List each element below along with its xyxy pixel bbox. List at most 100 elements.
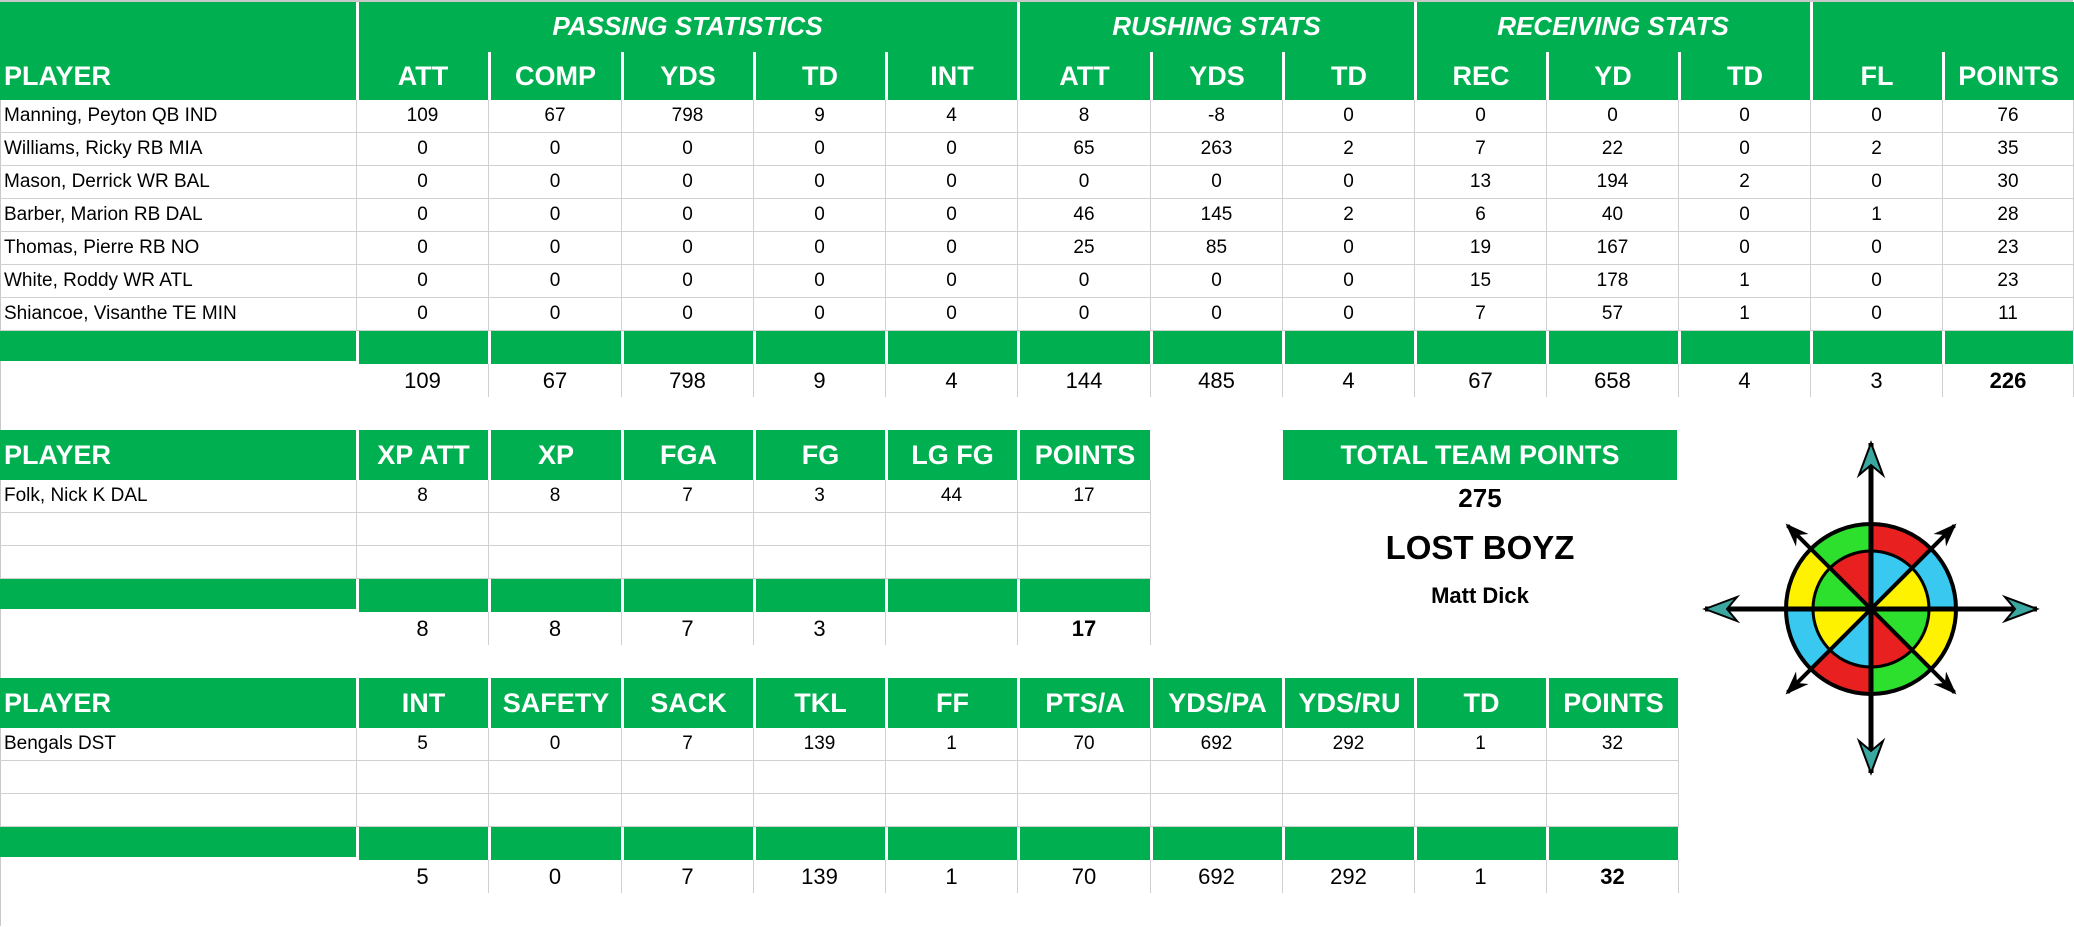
column-header-player[interactable]: PLAYER [0,678,356,728]
stat-cell: 44 [886,480,1018,513]
stat-cell: 65 [1018,133,1151,166]
total-cell: 8 [357,612,489,645]
stat-cell: 178 [1547,265,1679,298]
player-name-cell: Manning, Peyton QB IND [0,100,357,133]
subtotal-bar [1285,331,1414,364]
stat-cell: 0 [489,166,622,199]
column-header-tkl[interactable]: TKL [756,678,885,728]
stat-cell: 0 [1283,265,1415,298]
player-name-cell: White, Roddy WR ATL [0,265,357,298]
column-header-player[interactable]: PLAYER [4,60,112,91]
column-header-td[interactable]: TD [1727,60,1763,91]
column-header-fl[interactable]: FL [1860,60,1894,91]
total-points-cell: 32 [1547,860,1679,893]
stat-cell: 194 [1547,166,1679,199]
total-cell: 7 [622,860,754,893]
column-header-yds[interactable]: YDS [660,60,716,91]
stat-cell: 0 [1679,232,1811,265]
subtotal-bar [1549,827,1678,860]
total-cell: 798 [622,364,754,397]
stat-cell: 0 [886,298,1018,331]
column-header-safety[interactable]: SAFETY [491,678,621,728]
stat-cell: 7 [622,480,754,513]
column-header-yds-ru[interactable]: YDS/RU [1285,678,1414,728]
subtotal-bar [888,331,1017,364]
stat-cell [1415,794,1547,827]
player-name-cell: Mason, Derrick WR BAL [0,166,357,199]
stat-cell [489,513,622,546]
stat-cell: 4 [886,100,1018,133]
stat-cell: 292 [1283,728,1415,761]
column-divider [753,52,756,100]
stat-cell: 9 [754,100,886,133]
stat-cell: 0 [1811,232,1943,265]
column-header-fg[interactable]: FG [756,430,885,480]
total-cell: 67 [1415,364,1547,397]
stat-cell: 40 [1547,199,1679,232]
player-name-cell [0,761,357,794]
stat-cell: 6 [1415,199,1547,232]
group-divider [356,2,359,100]
subtotal-bar [1153,827,1282,860]
total-cell: 70 [1018,860,1151,893]
stat-cell: 1 [1415,728,1547,761]
column-header-int[interactable]: INT [359,678,488,728]
stat-cell [1415,761,1547,794]
total-cell: 4 [886,364,1018,397]
stat-cell: 0 [1018,298,1151,331]
total-cell: 3 [754,612,886,645]
stat-cell: 0 [357,166,489,199]
stat-cell: 0 [1151,265,1283,298]
stat-cell: 0 [1547,100,1679,133]
stat-cell: 57 [1547,298,1679,331]
column-header-rec[interactable]: REC [1452,60,1510,91]
stat-cell: 8 [489,480,622,513]
total-cell: 0 [489,860,622,893]
column-header-xp-att[interactable]: XP ATT [359,430,488,480]
column-header-td[interactable]: TD [1331,60,1367,91]
total-cell: 692 [1151,860,1283,893]
stat-cell [754,761,886,794]
column-header-yds-pa[interactable]: YDS/PA [1153,678,1282,728]
subtotal-bar [0,331,356,361]
stat-cell: 67 [489,100,622,133]
stat-cell: 0 [754,133,886,166]
stat-cell: 2 [1811,133,1943,166]
column-header-int[interactable]: INT [930,60,974,91]
column-header-yds[interactable]: YDS [1189,60,1245,91]
column-header-yd[interactable]: YD [1594,60,1632,91]
player-name-cell [0,546,357,579]
stat-cell: 0 [886,133,1018,166]
column-header-pts-a[interactable]: PTS/A [1020,678,1150,728]
stat-cell [886,546,1018,579]
column-header-xp[interactable]: XP [491,430,621,480]
stat-cell: 8 [357,480,489,513]
column-header-comp[interactable]: COMP [515,60,596,91]
subtotal-bar [624,331,753,364]
stat-cell: 0 [1811,265,1943,298]
column-header-att[interactable]: ATT [1059,60,1110,91]
total-cell [886,612,1018,645]
column-header-points[interactable]: POINTS [1020,430,1150,480]
stat-cell: 0 [1415,100,1547,133]
stat-cell [886,761,1018,794]
total-team-points-value: 275 [1458,482,1502,513]
column-header-fga[interactable]: FGA [624,430,753,480]
column-header-td[interactable]: TD [1417,678,1546,728]
stat-cell: 0 [489,133,622,166]
total-cell: 139 [754,860,886,893]
offense-header-band [0,2,2074,100]
column-header-player[interactable]: PLAYER [0,430,356,480]
column-header-sack[interactable]: SACK [624,678,753,728]
stat-cell: 0 [754,199,886,232]
column-header-points[interactable]: POINTS [1549,678,1678,728]
column-header-ff[interactable]: FF [888,678,1017,728]
column-header-td[interactable]: TD [802,60,838,91]
stat-cell: 0 [1151,166,1283,199]
column-divider [885,52,888,100]
column-header-att[interactable]: ATT [397,60,449,91]
subtotal-bar [1020,579,1150,612]
column-header-points[interactable]: POINTS [1958,60,2059,91]
column-header-lg-fg[interactable]: LG FG [888,430,1017,480]
